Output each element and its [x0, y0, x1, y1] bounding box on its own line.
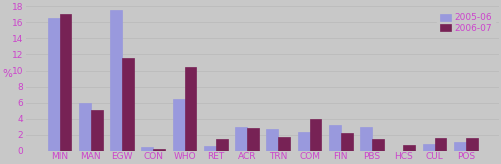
- Bar: [371, 139, 383, 151]
- Bar: [422, 144, 434, 151]
- Bar: [48, 18, 60, 151]
- Bar: [434, 138, 445, 151]
- Y-axis label: %: %: [3, 69, 13, 79]
- Bar: [215, 139, 227, 151]
- Bar: [203, 146, 215, 151]
- Bar: [172, 99, 184, 151]
- Bar: [453, 142, 465, 151]
- Bar: [402, 145, 414, 151]
- Bar: [153, 149, 165, 151]
- Bar: [122, 59, 134, 151]
- Bar: [110, 10, 122, 151]
- Bar: [297, 132, 309, 151]
- Bar: [246, 128, 259, 151]
- Bar: [91, 110, 103, 151]
- Bar: [184, 67, 196, 151]
- Bar: [340, 133, 352, 151]
- Bar: [465, 138, 477, 151]
- Bar: [266, 129, 278, 151]
- Bar: [141, 147, 153, 151]
- Bar: [309, 119, 321, 151]
- Bar: [79, 103, 91, 151]
- Legend: 2005-06, 2006-07: 2005-06, 2006-07: [436, 11, 493, 36]
- Bar: [328, 125, 340, 151]
- Bar: [60, 14, 71, 151]
- Bar: [360, 127, 371, 151]
- Bar: [278, 137, 290, 151]
- Bar: [235, 127, 246, 151]
